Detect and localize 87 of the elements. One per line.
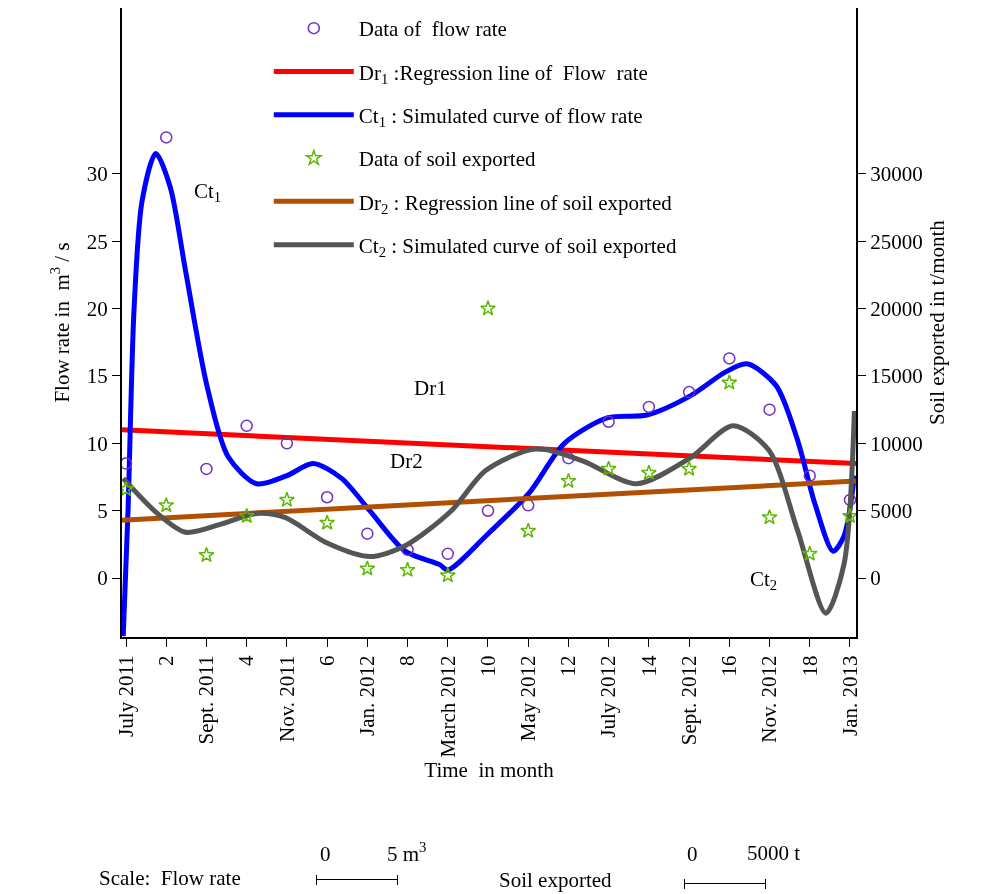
point bbox=[158, 496, 175, 513]
annotation: Dr1 bbox=[414, 376, 447, 400]
point bbox=[320, 490, 334, 504]
y-tick-label: 0 bbox=[97, 566, 108, 591]
legend-label: Ct$_{2}$ : Simulated curve of soil exported bbox=[358, 233, 677, 261]
point bbox=[439, 566, 456, 583]
x-tick-label: Jan. 2012 bbox=[355, 655, 380, 736]
point bbox=[361, 527, 374, 540]
point bbox=[240, 419, 253, 433]
point bbox=[682, 385, 696, 399]
x-tick-label: Jan. 2013 bbox=[837, 655, 862, 736]
point bbox=[399, 561, 416, 577]
x-tick-label: 8 bbox=[395, 655, 420, 666]
point bbox=[521, 499, 535, 512]
point bbox=[520, 522, 537, 538]
point bbox=[801, 545, 818, 561]
y2-tick-label: 30000 bbox=[870, 162, 923, 187]
annotation: Dr2 bbox=[390, 449, 423, 473]
point bbox=[642, 400, 656, 414]
point bbox=[481, 504, 495, 517]
y-tick-label: 10 bbox=[86, 431, 108, 456]
legend-label: Dr$_{2}$ : Regression line of soil exported bbox=[358, 190, 673, 217]
x-tick-label: 2 bbox=[154, 655, 179, 666]
x-tick-label: July 2012 bbox=[596, 655, 621, 738]
y-tick-label: 15 bbox=[86, 364, 108, 389]
point bbox=[681, 460, 698, 476]
point bbox=[721, 374, 738, 390]
x-tick-label: 14 bbox=[636, 654, 661, 677]
point bbox=[761, 509, 778, 525]
point bbox=[723, 352, 736, 365]
x-tick-label: May 2012 bbox=[516, 655, 541, 742]
point bbox=[278, 491, 295, 507]
text: 5000 t bbox=[747, 841, 801, 865]
x-tick-label: Nov. 2012 bbox=[757, 655, 782, 743]
legend-label: Ct$_{1}$ : Simulated curve of flow rate bbox=[358, 103, 643, 131]
y-tick-label: 5 bbox=[97, 499, 108, 524]
point bbox=[600, 460, 617, 476]
x-tick-label: 16 bbox=[717, 655, 742, 677]
legend-label: Data of flow rate bbox=[358, 17, 507, 42]
point bbox=[479, 300, 497, 316]
x-tick-label: March 2012 bbox=[435, 655, 460, 758]
point bbox=[843, 493, 856, 507]
x-tick-label: 12 bbox=[556, 655, 581, 677]
point bbox=[803, 469, 816, 482]
x-tick-label: 6 bbox=[314, 655, 339, 666]
point bbox=[280, 437, 294, 450]
point bbox=[841, 507, 856, 524]
point bbox=[441, 547, 455, 561]
x-tick-label: Sept. 2012 bbox=[676, 655, 701, 746]
annotation: Ct$_{1}$ bbox=[194, 179, 222, 206]
text: 0 bbox=[687, 842, 698, 866]
y2-tick-label: 15000 bbox=[870, 364, 923, 389]
y2-tick-label: 20000 bbox=[870, 296, 923, 321]
point bbox=[763, 403, 776, 416]
point bbox=[359, 560, 376, 576]
point bbox=[238, 507, 255, 524]
y-tick-label: 20 bbox=[86, 296, 108, 321]
x-tick-label: 4 bbox=[234, 654, 259, 666]
legend-label: Data of soil exported bbox=[358, 147, 536, 172]
x-axis-title: Time in month bbox=[424, 758, 555, 783]
x-tick-label: July 2011 bbox=[113, 655, 138, 737]
point bbox=[200, 462, 213, 476]
point bbox=[560, 472, 577, 489]
y-tick-label: 25 bbox=[86, 229, 108, 254]
text: 0 bbox=[320, 842, 331, 866]
y2-axis-title: Soil exported in t/month bbox=[924, 219, 949, 425]
text: Scale: Flow rate bbox=[99, 866, 241, 890]
x-tick-label: Sept. 2011 bbox=[194, 655, 219, 745]
text: 5 m$^{3}$ bbox=[387, 839, 427, 866]
point bbox=[198, 546, 215, 563]
x-tick-label: Nov. 2011 bbox=[274, 655, 299, 742]
x-tick-label: 18 bbox=[797, 655, 822, 677]
y2-tick-label: 0 bbox=[870, 566, 881, 591]
point bbox=[319, 514, 336, 530]
x-tick-label: 10 bbox=[475, 655, 500, 677]
legend-label: Dr$_{1}$ :Regression line of Flow rate bbox=[358, 60, 648, 88]
y2-tick-label: 10000 bbox=[870, 431, 923, 456]
y-tick-label: 30 bbox=[86, 162, 108, 187]
point bbox=[159, 131, 173, 144]
point bbox=[640, 464, 657, 480]
point bbox=[602, 415, 615, 429]
y2-tick-label: 5000 bbox=[870, 499, 913, 524]
text: Soil exported bbox=[499, 868, 613, 892]
annotation: Ct$_{2}$ bbox=[750, 567, 778, 594]
point bbox=[122, 457, 133, 470]
y2-tick-label: 25000 bbox=[870, 229, 923, 254]
point bbox=[562, 451, 575, 465]
